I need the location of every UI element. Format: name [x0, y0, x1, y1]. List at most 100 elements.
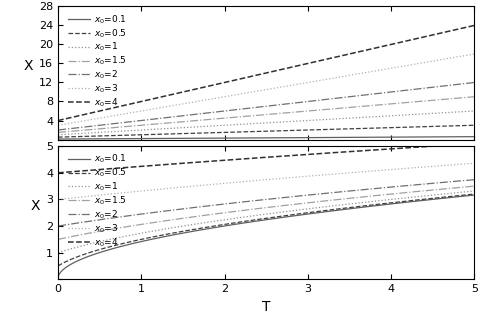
$x_0$=1.5 — [387, 192, 393, 196]
Line: $x_0$=0.1: $x_0$=0.1 — [58, 137, 474, 139]
$x_0$=2 — [55, 128, 61, 132]
Line: $x_0$=3: $x_0$=3 — [58, 163, 474, 199]
$x_0$=2 — [387, 90, 393, 94]
$x_0$=1.5 — [239, 115, 244, 119]
$x_0$=4 — [98, 109, 104, 113]
$x_0$=0.5 — [224, 222, 229, 226]
$x_0$=1 — [387, 198, 393, 202]
$x_0$=0.5 — [55, 135, 61, 139]
Line: $x_0$=2: $x_0$=2 — [58, 82, 474, 130]
$x_0$=3 — [224, 181, 229, 185]
$x_0$=1.5 — [98, 127, 104, 131]
Line: $x_0$=1: $x_0$=1 — [58, 111, 474, 135]
X-axis label: T: T — [262, 300, 271, 314]
$x_0$=0.5 — [341, 206, 347, 210]
$x_0$=1 — [387, 114, 393, 118]
$x_0$=1.5 — [55, 130, 61, 134]
$x_0$=4 — [239, 157, 244, 161]
$x_0$=2 — [380, 91, 386, 95]
$x_0$=4 — [380, 147, 386, 151]
Line: $x_0$=1.5: $x_0$=1.5 — [58, 97, 474, 132]
$x_0$=1 — [239, 122, 244, 126]
$x_0$=1 — [341, 117, 347, 120]
$x_0$=3 — [387, 66, 393, 70]
$x_0$=4 — [224, 158, 229, 162]
$x_0$=1 — [98, 239, 104, 243]
Line: $x_0$=1.5: $x_0$=1.5 — [58, 186, 474, 239]
$x_0$=0.5 — [98, 247, 104, 251]
$x_0$=1.5 — [224, 116, 229, 120]
$x_0$=3 — [341, 171, 347, 175]
$x_0$=3 — [387, 168, 393, 171]
$x_0$=1.5 — [380, 103, 386, 107]
$x_0$=0.1 — [55, 137, 61, 141]
$x_0$=3 — [380, 68, 386, 72]
$x_0$=4 — [341, 150, 347, 154]
$x_0$=1 — [239, 215, 244, 219]
$x_0$=0.1 — [471, 135, 477, 139]
$x_0$=3 — [380, 168, 386, 172]
$x_0$=3 — [55, 123, 61, 127]
Y-axis label: X: X — [23, 59, 32, 73]
$x_0$=1 — [55, 133, 61, 137]
$x_0$=1.5 — [380, 193, 386, 197]
$x_0$=2 — [98, 123, 104, 127]
Legend: $x_0$=0.1, $x_0$=0.5, $x_0$=1, $x_0$=1.5, $x_0$=2, $x_0$=3, $x_0$=4: $x_0$=0.1, $x_0$=0.5, $x_0$=1, $x_0$=1.5… — [67, 152, 128, 249]
Line: $x_0$=0.5: $x_0$=0.5 — [58, 125, 474, 137]
$x_0$=0.1 — [98, 250, 104, 254]
$x_0$=0.1 — [98, 137, 104, 141]
$x_0$=0.5 — [239, 130, 244, 134]
$x_0$=0.5 — [471, 192, 477, 196]
$x_0$=0.5 — [98, 134, 104, 138]
Line: $x_0$=2: $x_0$=2 — [58, 180, 474, 226]
$x_0$=0.1 — [341, 135, 347, 139]
$x_0$=2 — [224, 109, 229, 113]
$x_0$=4 — [387, 43, 393, 47]
$x_0$=2 — [380, 186, 386, 190]
$x_0$=1.5 — [98, 229, 104, 233]
$x_0$=0.1 — [471, 193, 477, 197]
$x_0$=3 — [55, 197, 61, 201]
$x_0$=3 — [471, 161, 477, 165]
$x_0$=1 — [471, 109, 477, 113]
$x_0$=4 — [239, 77, 244, 81]
$x_0$=3 — [341, 74, 347, 78]
$x_0$=0.5 — [380, 126, 386, 130]
$x_0$=2 — [471, 178, 477, 182]
$x_0$=0.1 — [224, 224, 229, 228]
$x_0$=3 — [471, 52, 477, 56]
$x_0$=1 — [341, 203, 347, 206]
$x_0$=3 — [224, 94, 229, 98]
$x_0$=4 — [387, 147, 393, 151]
$x_0$=0.1 — [239, 136, 244, 140]
$x_0$=2 — [55, 224, 61, 228]
$x_0$=1.5 — [387, 102, 393, 106]
$x_0$=0.1 — [380, 203, 386, 207]
$x_0$=4 — [55, 118, 61, 122]
$x_0$=3 — [239, 180, 244, 184]
$x_0$=2 — [341, 95, 347, 99]
$x_0$=4 — [471, 142, 477, 145]
$x_0$=4 — [471, 23, 477, 27]
$x_0$=0.5 — [387, 126, 393, 130]
$x_0$=1.5 — [341, 106, 347, 110]
$x_0$=1.5 — [471, 184, 477, 188]
$x_0$=0.1 — [387, 202, 393, 206]
$x_0$=2 — [98, 218, 104, 221]
$x_0$=0.5 — [55, 264, 61, 268]
$x_0$=2 — [239, 200, 244, 204]
$x_0$=0.5 — [471, 123, 477, 127]
$x_0$=1.5 — [55, 238, 61, 241]
$x_0$=2 — [224, 202, 229, 206]
$x_0$=0.5 — [380, 202, 386, 206]
$x_0$=1 — [224, 218, 229, 221]
$x_0$=1.5 — [471, 95, 477, 99]
$x_0$=0.1 — [239, 221, 244, 225]
$x_0$=1 — [98, 130, 104, 134]
$x_0$=0.1 — [380, 135, 386, 139]
$x_0$=0.5 — [341, 127, 347, 131]
Line: $x_0$=1: $x_0$=1 — [58, 191, 474, 253]
$x_0$=1 — [55, 251, 61, 255]
$x_0$=3 — [98, 116, 104, 120]
$x_0$=1 — [380, 114, 386, 118]
